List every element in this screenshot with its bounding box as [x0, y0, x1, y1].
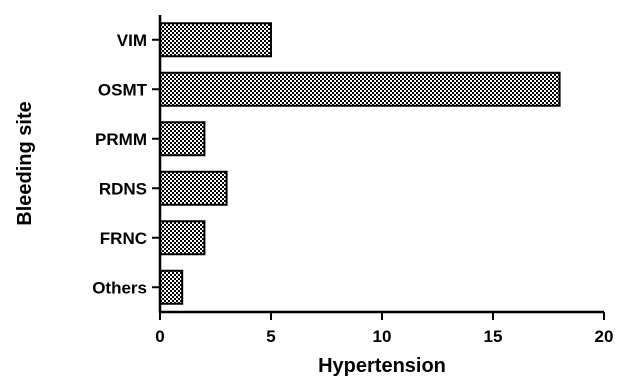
y-tick-label: FRNC [100, 229, 147, 248]
x-tick-label: 0 [155, 327, 164, 346]
y-axis-title: Bleeding site [14, 101, 36, 225]
y-axis-ticks: VIM OSMT PRMM RDNS FRNC Others [92, 31, 160, 297]
y-tick-label: OSMT [98, 80, 148, 99]
x-tick-label: 20 [595, 327, 614, 346]
x-tick-label: 5 [266, 327, 275, 346]
bar-prmm [159, 121, 206, 157]
bar-osmt [159, 71, 561, 107]
x-tick-label: 15 [484, 327, 503, 346]
bar-frnc [159, 220, 206, 256]
y-tick-label: VIM [117, 31, 147, 50]
x-axis-title: Hypertension [318, 355, 446, 377]
y-tick-label: PRMM [95, 130, 147, 149]
y-tick-label: RDNS [99, 179, 147, 198]
bar-rdns [159, 170, 228, 206]
bar-vim [159, 22, 272, 58]
y-tick-label: Others [92, 278, 147, 297]
x-tick-label: 10 [373, 327, 392, 346]
bars-group [159, 22, 561, 305]
bar-others [159, 269, 184, 305]
x-axis-ticks: 0 5 10 15 20 [155, 312, 613, 346]
